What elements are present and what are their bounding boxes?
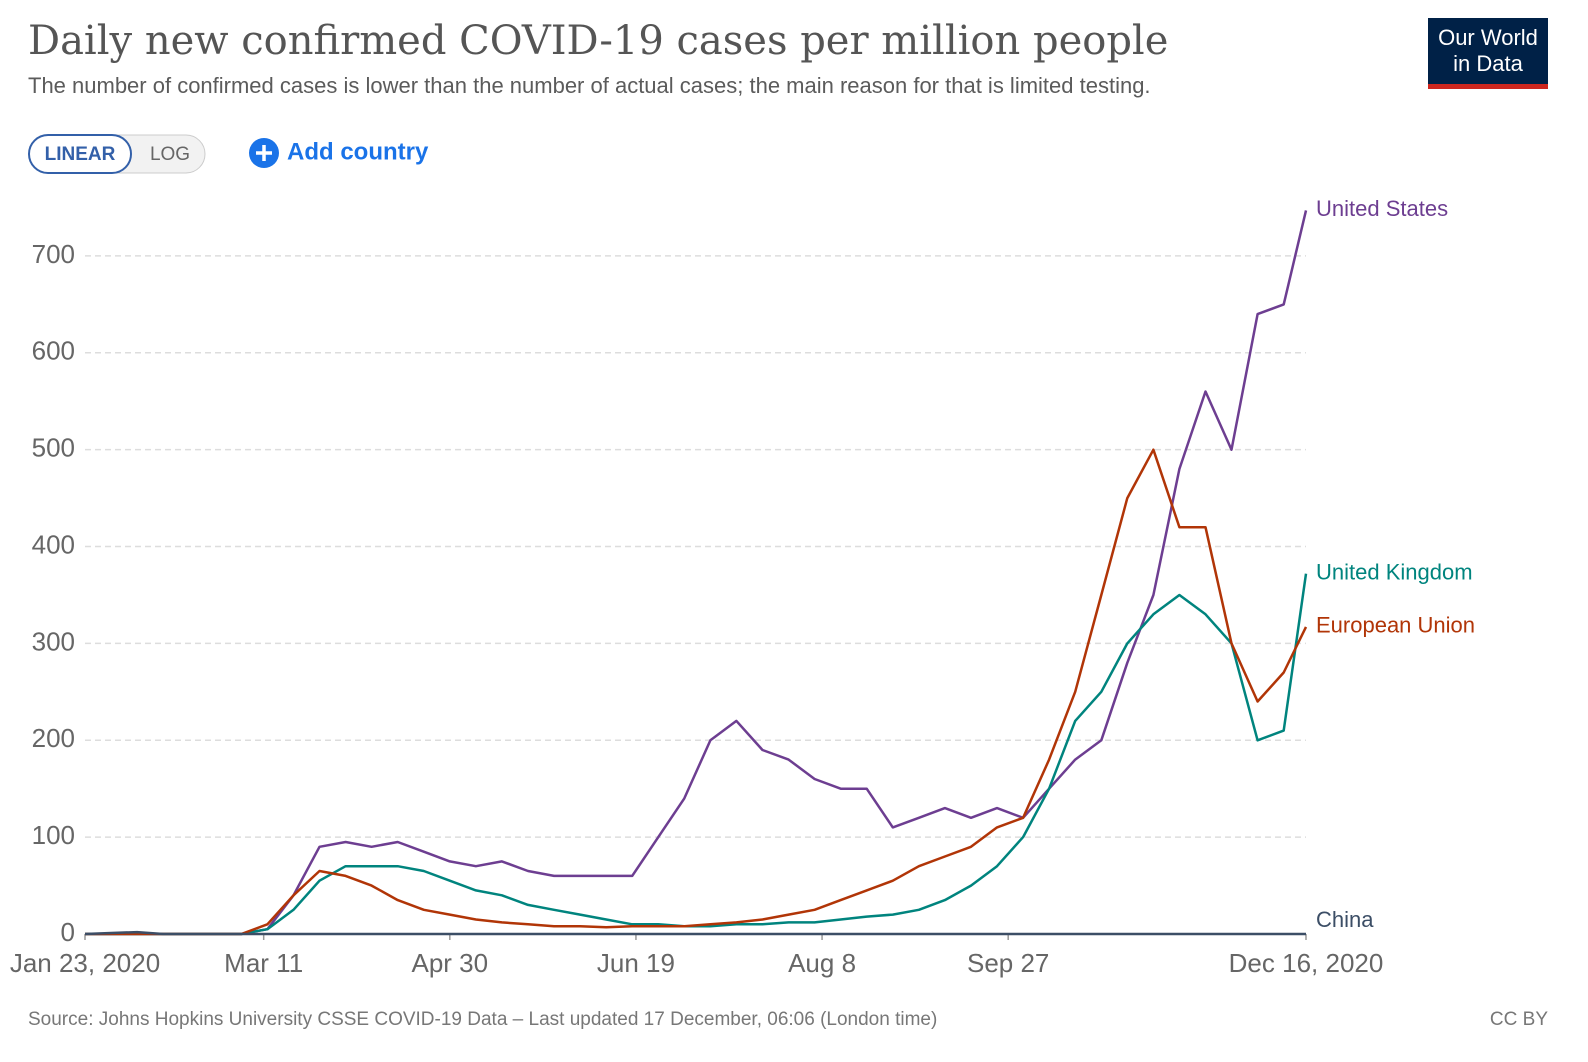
linear-label: LINEAR bbox=[45, 144, 116, 165]
y-tick-label: 200 bbox=[32, 723, 75, 753]
logo-text: Our World bbox=[1438, 25, 1538, 50]
linear-button[interactable] bbox=[28, 134, 132, 174]
source-note: Source: Johns Hopkins University CSSE CO… bbox=[28, 1009, 937, 1030]
series-label: European Union bbox=[1316, 613, 1475, 638]
x-tick-label: Apr 30 bbox=[412, 948, 489, 978]
chart-title: Daily new confirmed COVID-19 cases per m… bbox=[28, 18, 1168, 64]
x-tick-label: Jun 19 bbox=[597, 948, 675, 978]
y-tick-label: 300 bbox=[32, 626, 75, 656]
x-tick-label: Dec 16, 2020 bbox=[1229, 948, 1384, 978]
series-line bbox=[84, 930, 1306, 936]
x-tick-label: Mar 11 bbox=[224, 948, 303, 978]
series-label: United Kingdom bbox=[1316, 559, 1473, 584]
y-tick-label: 0 bbox=[61, 917, 75, 947]
logo-box[interactable] bbox=[1428, 18, 1548, 84]
series-line bbox=[85, 573, 1308, 936]
license: CC BY bbox=[1490, 1009, 1548, 1030]
add-icon-plus bbox=[256, 145, 272, 161]
y-tick-label: 600 bbox=[32, 336, 75, 366]
series-line bbox=[85, 448, 1308, 936]
series-label: China bbox=[1316, 907, 1374, 932]
series-label: United States bbox=[1316, 196, 1448, 221]
y-tick-label: 700 bbox=[32, 239, 75, 269]
logo-text: in Data bbox=[1453, 51, 1523, 76]
log-button[interactable]: LOG bbox=[150, 144, 190, 165]
y-tick-label: 100 bbox=[32, 820, 75, 850]
chart-subtitle: The number of confirmed cases is lower t… bbox=[28, 73, 1151, 98]
x-tick-label: Aug 8 bbox=[788, 948, 856, 978]
y-tick-label: 500 bbox=[32, 433, 75, 463]
y-tick-label: 400 bbox=[32, 529, 75, 559]
logo-underline bbox=[1428, 84, 1548, 89]
add-country[interactable]: Add country bbox=[287, 138, 429, 165]
x-tick-label: Sep 27 bbox=[967, 948, 1049, 978]
x-tick-label: Jan 23, 2020 bbox=[10, 948, 160, 978]
series-line bbox=[85, 210, 1308, 936]
